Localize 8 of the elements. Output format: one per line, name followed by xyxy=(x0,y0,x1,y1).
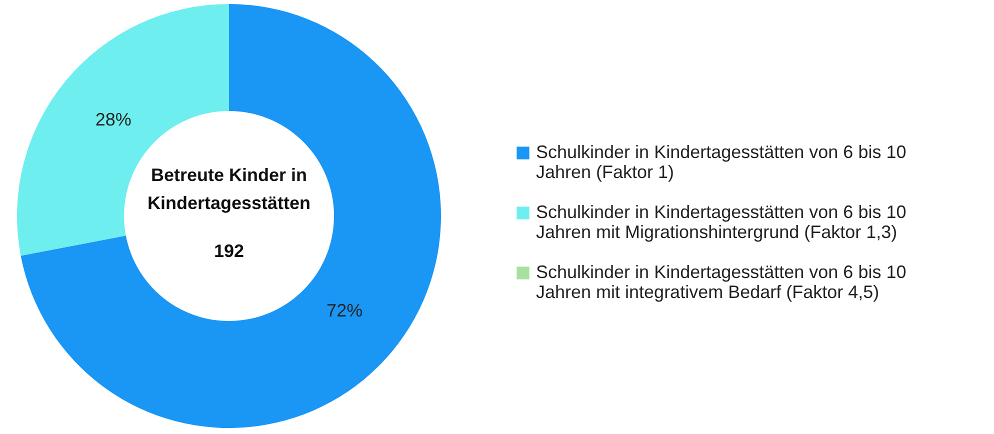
legend-label: Schulkinder in Kindertagesstätten von 6 bis 10 Jahren mit Migrationshintergrund (Faktor 1,3) xyxy=(536,202,906,242)
text: Betreute Kinder in Kindertagesstätten xyxy=(147,165,311,213)
legend-label: Schulkinder in Kindertagesstätten von 6 bis 10 Jahren mit integrativem Bedarf (Faktor 4,5) xyxy=(536,262,906,302)
text: 192 xyxy=(214,241,244,261)
legend-label: Schulkinder in Kindertagesstätten von 6 bis 10 Jahren (Faktor 1) xyxy=(536,142,906,182)
donut-slice xyxy=(20,4,441,428)
data-label: 72% xyxy=(326,300,363,321)
data-label: 28% xyxy=(95,109,132,130)
